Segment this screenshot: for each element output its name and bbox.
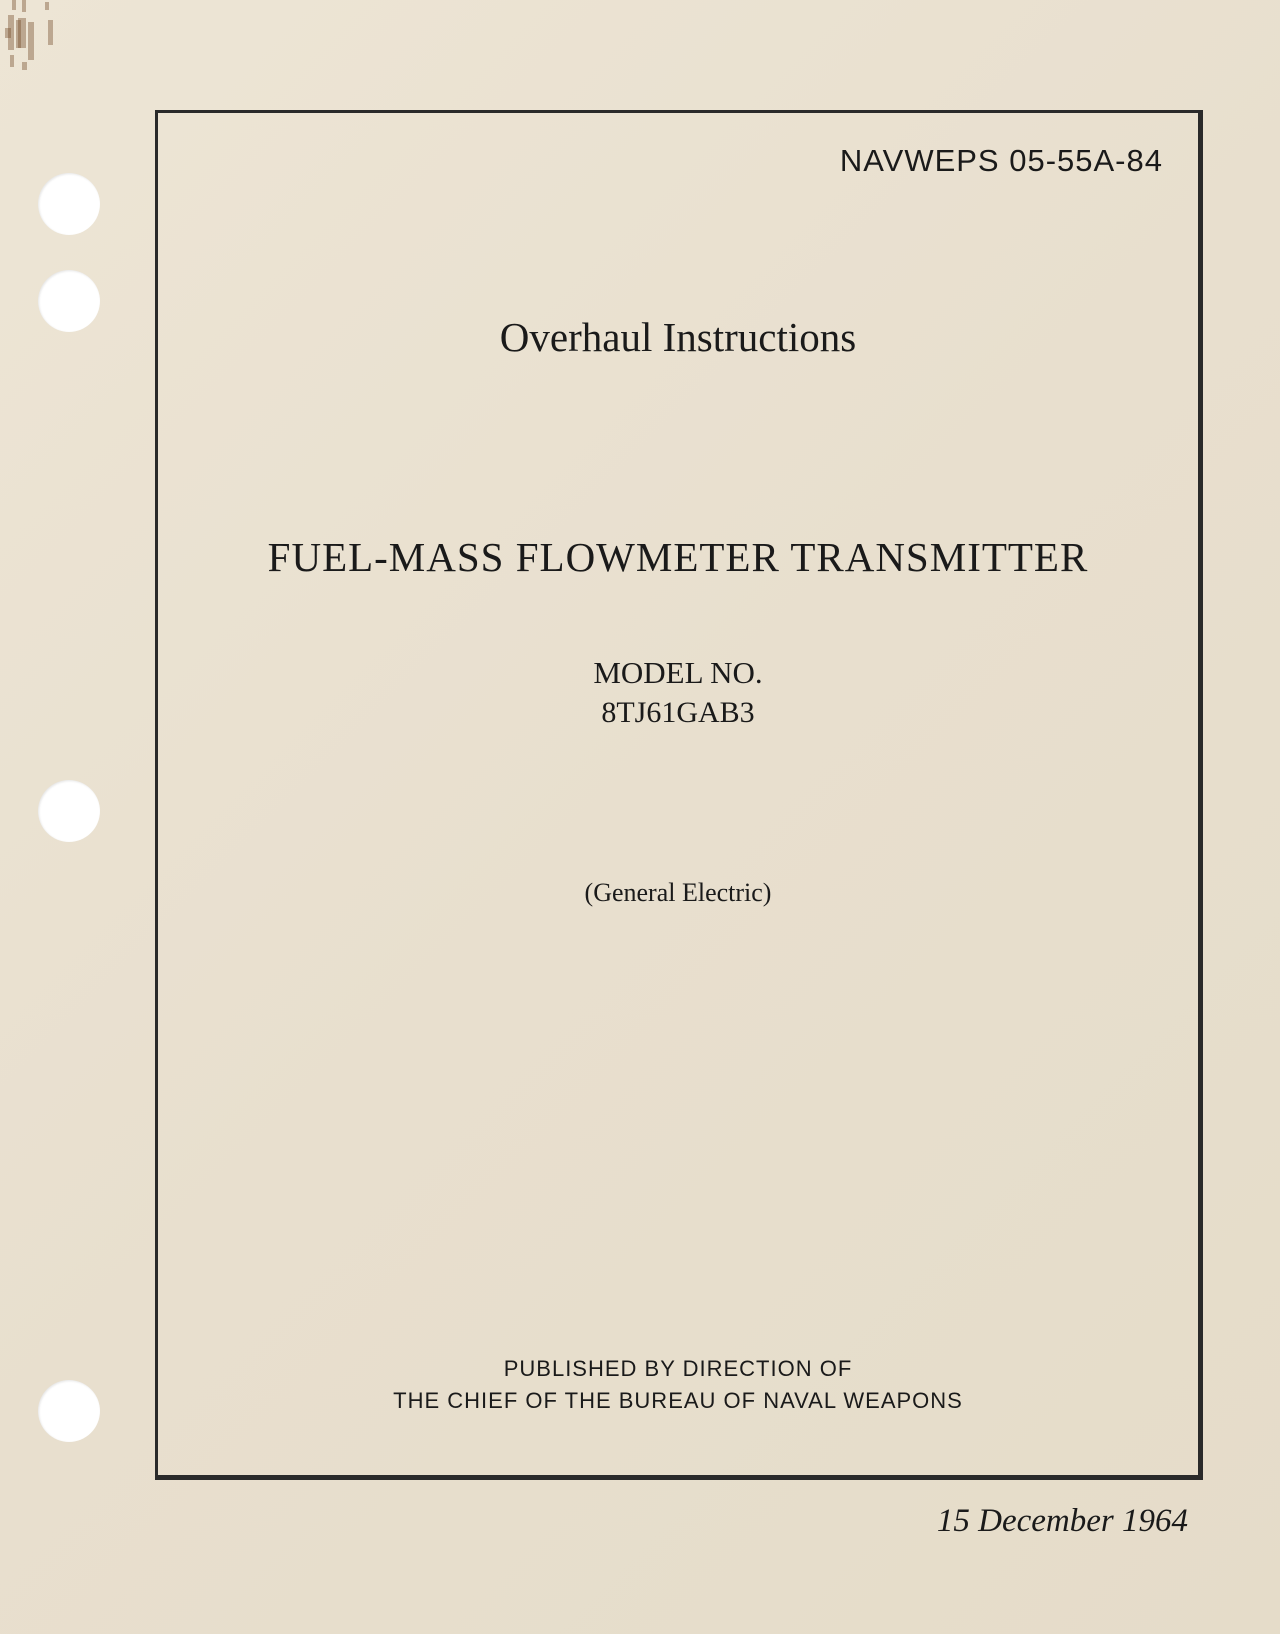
publisher-line-2: THE CHIEF OF THE BUREAU OF NAVAL WEAPONS [158,1388,1198,1414]
manufacturer: (General Electric) [158,878,1198,908]
paper-stain [0,80,45,155]
main-title: FUEL-MASS FLOWMETER TRANSMITTER [158,533,1198,581]
publication-date: 15 December 1964 [937,1503,1188,1540]
document-id: NAVWEPS 05-55A-84 [840,143,1163,179]
punch-hole [38,173,100,235]
publisher-line-1: PUBLISHED BY DIRECTION OF [158,1356,1198,1382]
section-title: Overhaul Instructions [158,313,1198,361]
punch-hole [38,780,100,842]
model-number: 8TJ61GAB3 [158,696,1198,730]
punch-hole [38,270,100,332]
document-page: NAVWEPS 05-55A-84 Overhaul Instructions … [0,0,1280,1634]
content-frame: NAVWEPS 05-55A-84 Overhaul Instructions … [155,110,1203,1480]
model-label: MODEL NO. [158,655,1198,691]
punch-hole [38,1380,100,1442]
